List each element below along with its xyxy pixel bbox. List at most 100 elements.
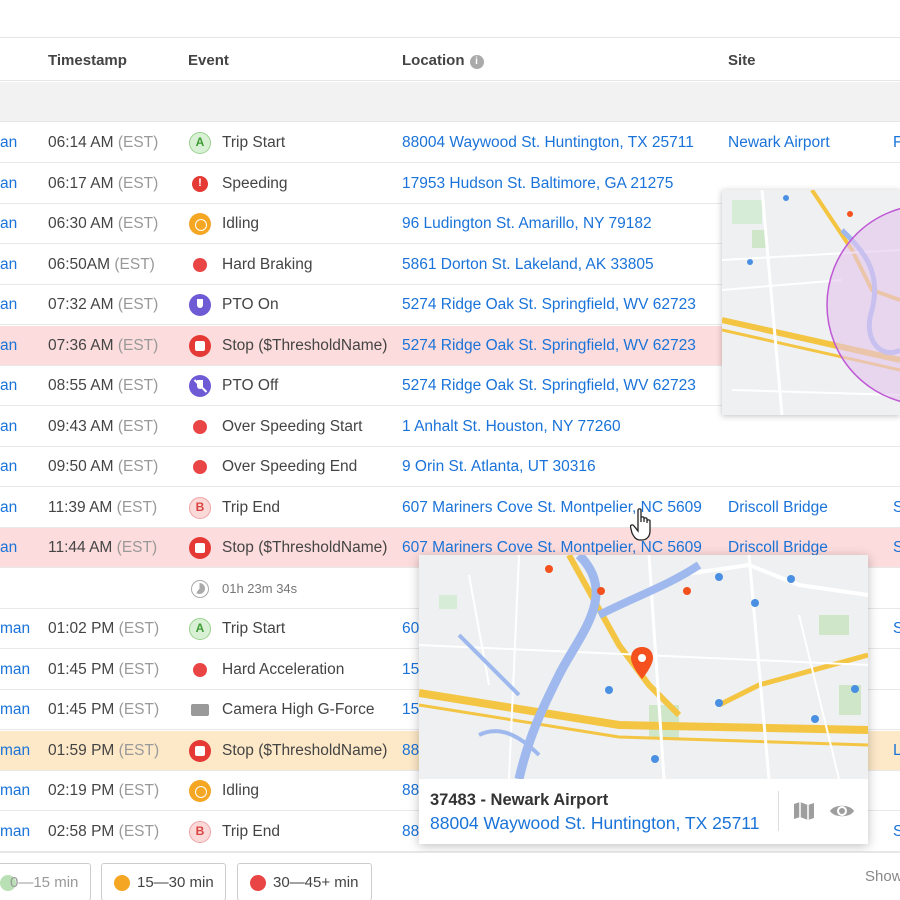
table-header: Timestamp Event Location i Site: [0, 38, 900, 81]
table-row[interactable]: an 06:17 AM (EST)! Speeding 17953 Hudson St…: [0, 164, 900, 204]
timezone-label: (EST): [118, 822, 160, 840]
location-link[interactable]: 9 Orin St. Atlanta, UT 30316: [402, 458, 596, 475]
timezone-label: (EST): [117, 377, 159, 394]
timestamp-cell: 09:43 AM (EST): [48, 418, 158, 436]
location-link[interactable]: 5861 Dorton St. Lakeland, AK 33805: [402, 255, 654, 273]
location-link[interactable]: 607 Mariners Cove St. Montpelier, NC 560…: [402, 498, 702, 516]
truncated-column-link[interactable]: S: [893, 539, 900, 556]
location-link[interactable]: 607 Mariners Cove St. Montpelier, NC 560…: [402, 539, 702, 556]
idling-clock-icon: [189, 213, 211, 235]
site-link[interactable]: Driscoll Bridge: [728, 498, 828, 516]
map-icon[interactable]: [793, 800, 815, 822]
location-link[interactable]: 17953 Hudson St. Baltimore, GA 21275: [402, 174, 674, 192]
table-row[interactable]: an 09:50 AM (EST) Over Speeding End 9 Orin …: [0, 447, 900, 487]
driver-name-link[interactable]: an: [0, 174, 18, 192]
location-link[interactable]: 88: [402, 822, 420, 840]
timestamp-column-header[interactable]: Timestamp: [48, 52, 127, 69]
popup-divider: [778, 791, 779, 831]
legend-chip-30-45[interactable]: 30—45+ min: [237, 863, 372, 900]
event-label: Hard Acceleration: [222, 660, 345, 678]
popup-address-link[interactable]: 88004 Waywood St. Huntington, TX 25711: [430, 813, 760, 833]
driver-name-link[interactable]: man: [0, 782, 31, 799]
event-label: PTO Off: [222, 377, 279, 394]
driver-name-link[interactable]: an: [0, 458, 18, 475]
info-icon[interactable]: i: [469, 55, 484, 69]
location-link[interactable]: 1 Anhalt St. Houston, NY 77260: [402, 417, 621, 435]
timestamp-cell: 09:50 AM (EST): [48, 458, 158, 476]
driver-name-link[interactable]: an: [0, 215, 18, 232]
location-link[interactable]: 88004 Waywood St. Huntington, TX 25711: [402, 134, 694, 151]
legend-chip-0-15[interactable]: 0—15 min: [0, 863, 91, 900]
timestamp-value: 01:45 PM: [48, 660, 115, 678]
timezone-label: (EST): [117, 296, 159, 313]
event-label: Speeding: [222, 174, 288, 192]
truncated-column-link[interactable]: S: [893, 498, 900, 516]
table-row[interactable]: an 09:43 AM (EST) Over Speeding Start 1 Anh…: [0, 407, 900, 447]
location-link[interactable]: 88: [402, 741, 420, 759]
event-label: PTO On: [222, 296, 279, 313]
truncated-column-link[interactable]: F: [893, 134, 900, 151]
timestamp-value: 06:50AM: [48, 255, 111, 273]
driver-name-link[interactable]: an: [0, 539, 18, 556]
table-row[interactable]: man 02:58 PM (EST) B Trip End 88 S: [0, 812, 900, 852]
location-link[interactable]: 5274 Ridge Oak St. Springfield, WV 62723: [402, 296, 696, 313]
timestamp-value: 01:59 PM: [48, 741, 115, 759]
truncated-column-link[interactable]: L: [893, 741, 900, 759]
location-link[interactable]: 96 Ludington St. Amarillo, NY 79182: [402, 215, 652, 232]
driver-name-link[interactable]: an: [0, 255, 18, 273]
timezone-label: (EST): [117, 458, 159, 475]
show-label[interactable]: Show: [865, 868, 900, 885]
driver-name-link[interactable]: an: [0, 417, 18, 435]
location-link[interactable]: 15: [402, 701, 420, 718]
location-link[interactable]: 5274 Ridge Oak St. Springfield, WV 62723: [402, 336, 696, 354]
location-popup[interactable]: 37483 - Newark Airport 88004 Waywood St.…: [419, 555, 868, 844]
location-link[interactable]: 5274 Ridge Oak St. Springfield, WV 62723: [402, 377, 696, 394]
trip-start-a-icon: A: [189, 618, 211, 640]
location-link[interactable]: 88: [402, 782, 420, 799]
site-link[interactable]: Newark Airport: [728, 134, 830, 151]
driver-name-link[interactable]: man: [0, 660, 31, 678]
event-label: Stop ($ThresholdName): [222, 539, 388, 556]
duration-pie-icon: [191, 579, 209, 598]
timestamp-value: 01:45 PM: [48, 701, 115, 718]
table-row[interactable]: an 06:14 AM (EST) A Trip Start 88004 Waywood…: [0, 123, 900, 163]
table-row[interactable]: an 07:32 AM (EST) PTO On 5274 Ridge Oak St.…: [0, 285, 900, 325]
driver-name-link[interactable]: an: [0, 296, 18, 313]
timezone-label: (EST): [117, 134, 159, 151]
truncated-column-link[interactable]: S: [893, 620, 900, 637]
timestamp-value: 11:44 AM: [48, 539, 113, 556]
legend-chip-15-30[interactable]: 15—30 min: [101, 863, 226, 900]
stop-icon: [189, 537, 211, 559]
table-row[interactable]: an 06:50AM (EST) Hard Braking 5861 Dorton S…: [0, 245, 900, 285]
geofence-map-thumbnail[interactable]: [722, 190, 900, 415]
eye-icon[interactable]: [829, 800, 855, 822]
location-link[interactable]: 60: [402, 620, 420, 637]
table-row[interactable]: an 06:30 AM (EST) Idling 96 Ludington St. A…: [0, 204, 900, 244]
table-row[interactable]: an 11:39 AM (EST) B Trip End 607 Mariners Co…: [0, 488, 900, 528]
location-column-header[interactable]: Location i: [402, 52, 484, 69]
driver-name-link[interactable]: an: [0, 336, 18, 354]
truncated-column-link[interactable]: S: [893, 822, 900, 840]
site-column-header[interactable]: Site: [728, 52, 756, 69]
event-label: Trip End: [222, 822, 281, 840]
location-map[interactable]: [419, 555, 868, 779]
stop-icon: [189, 334, 211, 357]
hand-pointer-cursor-icon: [630, 508, 651, 541]
timestamp-value: 06:14 AM: [48, 134, 114, 151]
driver-name-link[interactable]: man: [0, 701, 31, 718]
driver-name-link[interactable]: man: [0, 620, 31, 637]
timestamp-cell: 11:44 AM (EST): [48, 539, 157, 557]
driver-name-link[interactable]: an: [0, 134, 18, 151]
driver-name-link[interactable]: an: [0, 377, 18, 394]
driver-name-link[interactable]: an: [0, 498, 18, 516]
table-row[interactable]: an 08:55 AM (EST) PTO Off 5274 Ridge Oak St…: [0, 366, 900, 406]
location-link[interactable]: 15: [402, 660, 420, 678]
timestamp-value: 09:50 AM: [48, 458, 114, 475]
event-column-header[interactable]: Event: [188, 52, 229, 69]
driver-name-link[interactable]: man: [0, 822, 31, 840]
driver-name-link[interactable]: man: [0, 741, 31, 759]
site-link[interactable]: Driscoll Bridge: [728, 539, 828, 556]
duration-label: 01h 23m 34s: [222, 580, 298, 596]
map-pin-icon[interactable]: [631, 647, 653, 679]
timestamp-value: 07:36 AM: [48, 336, 114, 354]
